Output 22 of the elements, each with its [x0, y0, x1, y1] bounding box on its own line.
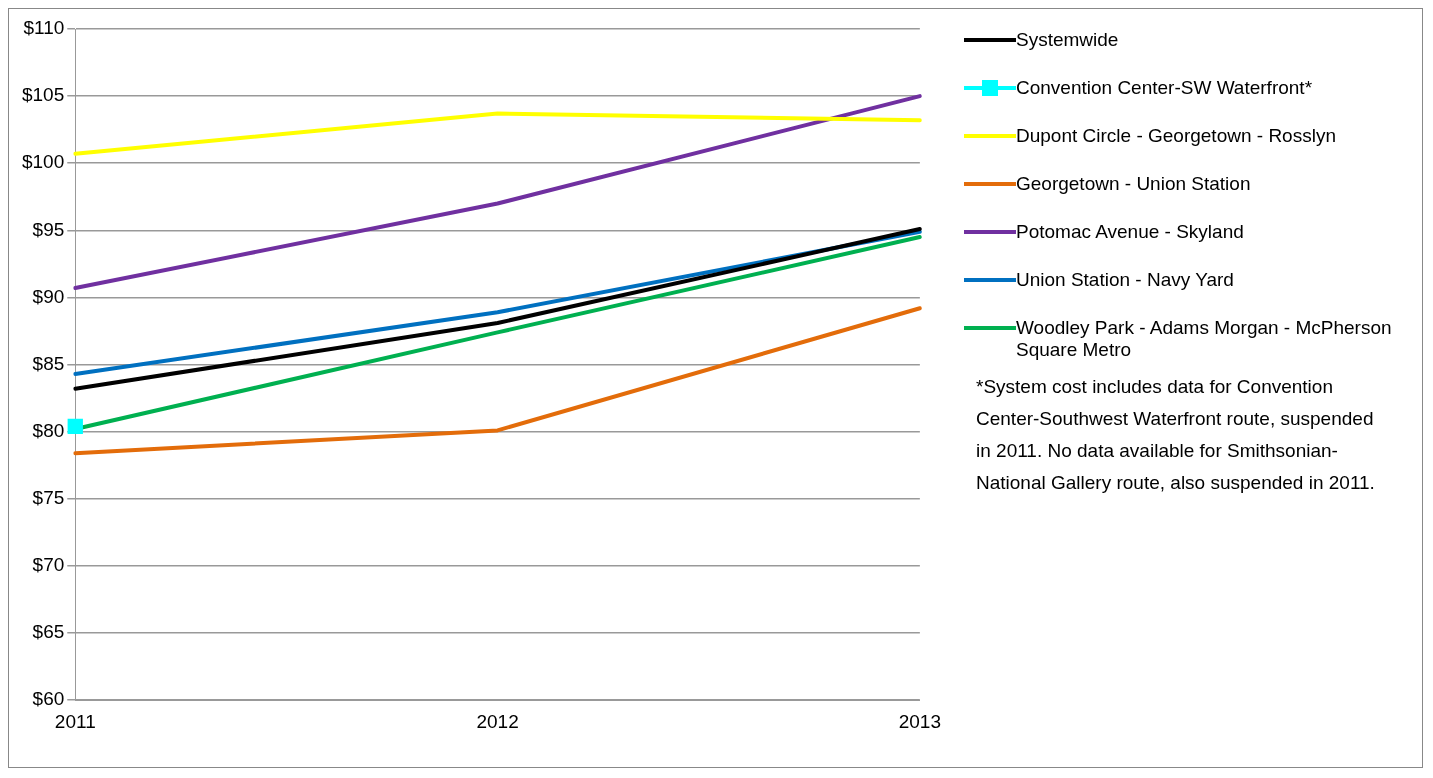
legend-label: Dupont Circle - Georgetown - Rosslyn [1016, 125, 1336, 147]
y-tick-label: $70 [32, 554, 65, 576]
legend-label: Potomac Avenue - Skyland [1016, 221, 1244, 243]
x-tick-label: 2012 [476, 710, 519, 732]
x-tick-label: 2011 [54, 710, 96, 732]
y-tick-label: $90 [32, 285, 65, 307]
legend-label: Georgetown - Union Station [1016, 173, 1251, 195]
text: *System cost includes data for Convention Center-Southwest Waterfront route, suspended in 2011. No data available for Smithsonian-National Gallery route, also suspended in 2011. [976, 375, 1376, 495]
legend-label: Systemwide [1016, 29, 1119, 51]
y-tick-label: $110 [23, 17, 65, 39]
legend-label: Union Station - Navy Yard [1016, 269, 1234, 291]
y-tick-label: $95 [32, 218, 65, 240]
legend-label: Woodley Park - Adams Morgan - McPherson Square Metro [1016, 317, 1393, 361]
y-tick-label: $85 [32, 352, 65, 374]
legend-label: Convention Center-SW Waterfront* [1016, 77, 1313, 99]
y-tick-label: $75 [32, 487, 65, 509]
y-tick-label: $105 [21, 84, 65, 106]
y-tick-label: $65 [32, 621, 65, 643]
y-tick-label: $100 [21, 151, 65, 173]
y-tick-label: $80 [32, 419, 65, 441]
y-tick-label: $60 [32, 688, 65, 710]
x-tick-label: 2013 [898, 710, 942, 732]
